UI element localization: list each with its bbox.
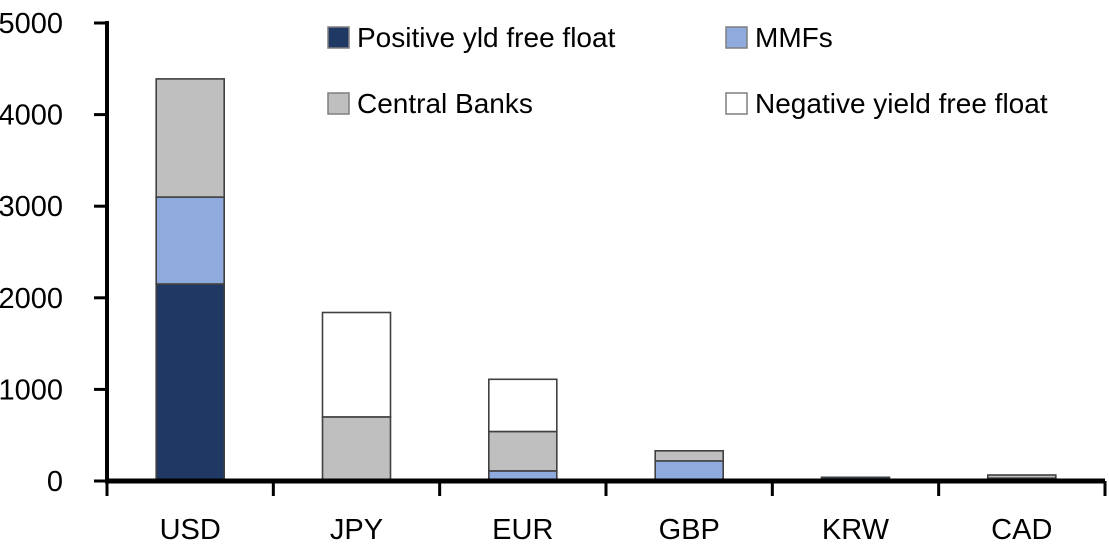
legend-swatch: [327, 92, 350, 115]
bar-segment: [654, 459, 725, 482]
bar-segment: [155, 283, 225, 482]
bar-segment: [155, 196, 225, 285]
x-category-label: KRW: [822, 514, 890, 546]
x-category-label: JPY: [330, 514, 383, 546]
legend-label: Central Banks: [357, 88, 533, 119]
legend-label: MMFs: [755, 22, 833, 53]
y-tick-label: 4000: [0, 100, 63, 132]
bar-segment: [321, 416, 392, 482]
bar-segment: [487, 378, 558, 433]
bar-segment: [487, 430, 558, 472]
bar-segment: [654, 449, 725, 462]
bar-segment: [155, 78, 225, 198]
y-tick-label: 3000: [0, 191, 63, 223]
legend-label: Positive yld free float: [357, 22, 616, 53]
y-tick-label: 1000: [0, 374, 63, 406]
y-tick-label: 0: [47, 466, 63, 498]
bar-segment: [986, 474, 1057, 480]
x-category-label: USD: [160, 514, 221, 546]
legend-swatch: [725, 26, 748, 49]
x-category-label: CAD: [991, 514, 1052, 546]
x-category-label: GBP: [659, 514, 720, 546]
y-tick-label: 2000: [0, 283, 63, 315]
legend-label: Negative yield free float: [755, 88, 1048, 119]
y-tick-label: 5000: [0, 8, 63, 40]
bar-segment: [321, 311, 392, 418]
legend-swatch: [725, 92, 748, 115]
x-category-label: EUR: [492, 514, 553, 546]
legend-swatch: [327, 26, 350, 49]
